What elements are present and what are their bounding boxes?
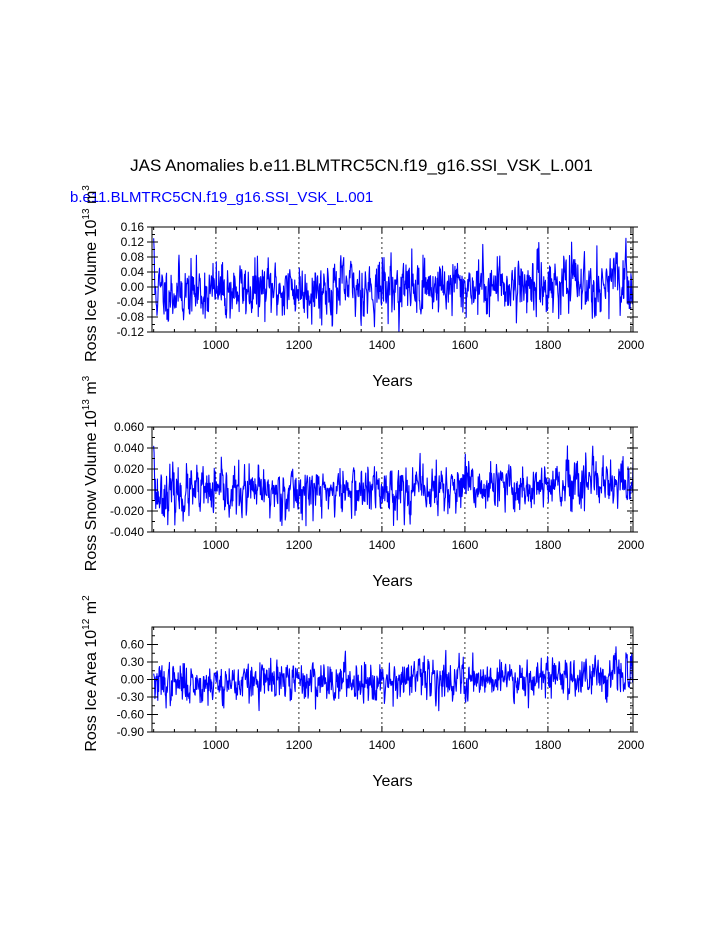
x-axis-label: Years (372, 573, 412, 590)
y-tick-label: 0.30 (121, 655, 145, 669)
figure-subtitle: b.e11.BLMTRC5CN.f19_g16.SSI_VSK_L.001 (70, 189, 374, 206)
x-tick-label: 1600 (452, 538, 479, 552)
series-line-1 (153, 237, 634, 333)
y-tick-label: -0.90 (117, 725, 145, 739)
y-tick-label: -0.08 (117, 310, 145, 324)
chart-panel-2: 1000 1200 1400 1600 1800 2000 -0.040 -0.020 0.00… (81, 375, 645, 590)
y-tick-label: -0.04 (117, 295, 145, 309)
x-tick-label: 1000 (203, 738, 230, 752)
x-axis-label: Years (372, 373, 412, 390)
y-tick-label: 0.00 (121, 280, 145, 294)
x-tick-label: 1600 (452, 338, 479, 352)
y-tick-label: -0.12 (117, 325, 145, 339)
y-tick-label: 0.16 (121, 220, 145, 234)
x-tick-label: 1200 (286, 538, 313, 552)
x-tick-label: 2000 (618, 738, 645, 752)
y-axis-label: Ross Snow Volume 1013 m3 (81, 375, 100, 571)
y-tick-label: 0.060 (114, 420, 144, 434)
x-tick-label: 1800 (535, 338, 562, 352)
x-tick-label: 2000 (618, 538, 645, 552)
series-line-1 (153, 646, 634, 712)
y-tick-label: 0.08 (121, 250, 145, 264)
y-axis-label: Ross Ice Area 1012 m2 (81, 595, 100, 752)
y-tick-label: 0.04 (121, 265, 145, 279)
y-tick-label: -0.040 (110, 525, 144, 539)
x-tick-label: 1800 (535, 538, 562, 552)
x-tick-label: 1400 (369, 738, 396, 752)
x-tick-label: 1400 (369, 338, 396, 352)
y-tick-label: 0.12 (121, 235, 145, 249)
x-axis-label: Years (372, 773, 412, 790)
x-tick-label: 1600 (452, 738, 479, 752)
y-tick-label: -0.60 (117, 708, 145, 722)
x-tick-label: 1200 (286, 738, 313, 752)
series-line-1 (153, 445, 634, 527)
y-tick-label: 0.000 (114, 483, 144, 497)
y-tick-label: -0.020 (110, 504, 144, 518)
y-tick-label: 0.60 (121, 638, 145, 652)
figure-title: JAS Anomalies b.e11.BLMTRC5CN.f19_g16.SS… (130, 156, 593, 175)
x-tick-label: 2000 (618, 338, 645, 352)
x-tick-label: 1000 (203, 538, 230, 552)
y-tick-label: 0.00 (121, 673, 145, 687)
x-tick-label: 1000 (203, 338, 230, 352)
x-tick-label: 1400 (369, 538, 396, 552)
y-axis-label: Ross Ice Volume 1013 m3 (81, 185, 100, 362)
y-tick-label: -0.30 (117, 690, 145, 704)
y-tick-label: 0.040 (114, 441, 144, 455)
x-tick-label: 1200 (286, 338, 313, 352)
y-tick-label: 0.020 (114, 462, 144, 476)
x-tick-label: 1800 (535, 738, 562, 752)
chart-panel-3: 1000 1200 1400 1600 1800 2000 -0.90 -0.60 -0.30 0… (81, 595, 645, 790)
chart-panel-1: 1000 1200 1400 1600 1800 2000-0.12-0.08-0.040… (81, 185, 645, 390)
